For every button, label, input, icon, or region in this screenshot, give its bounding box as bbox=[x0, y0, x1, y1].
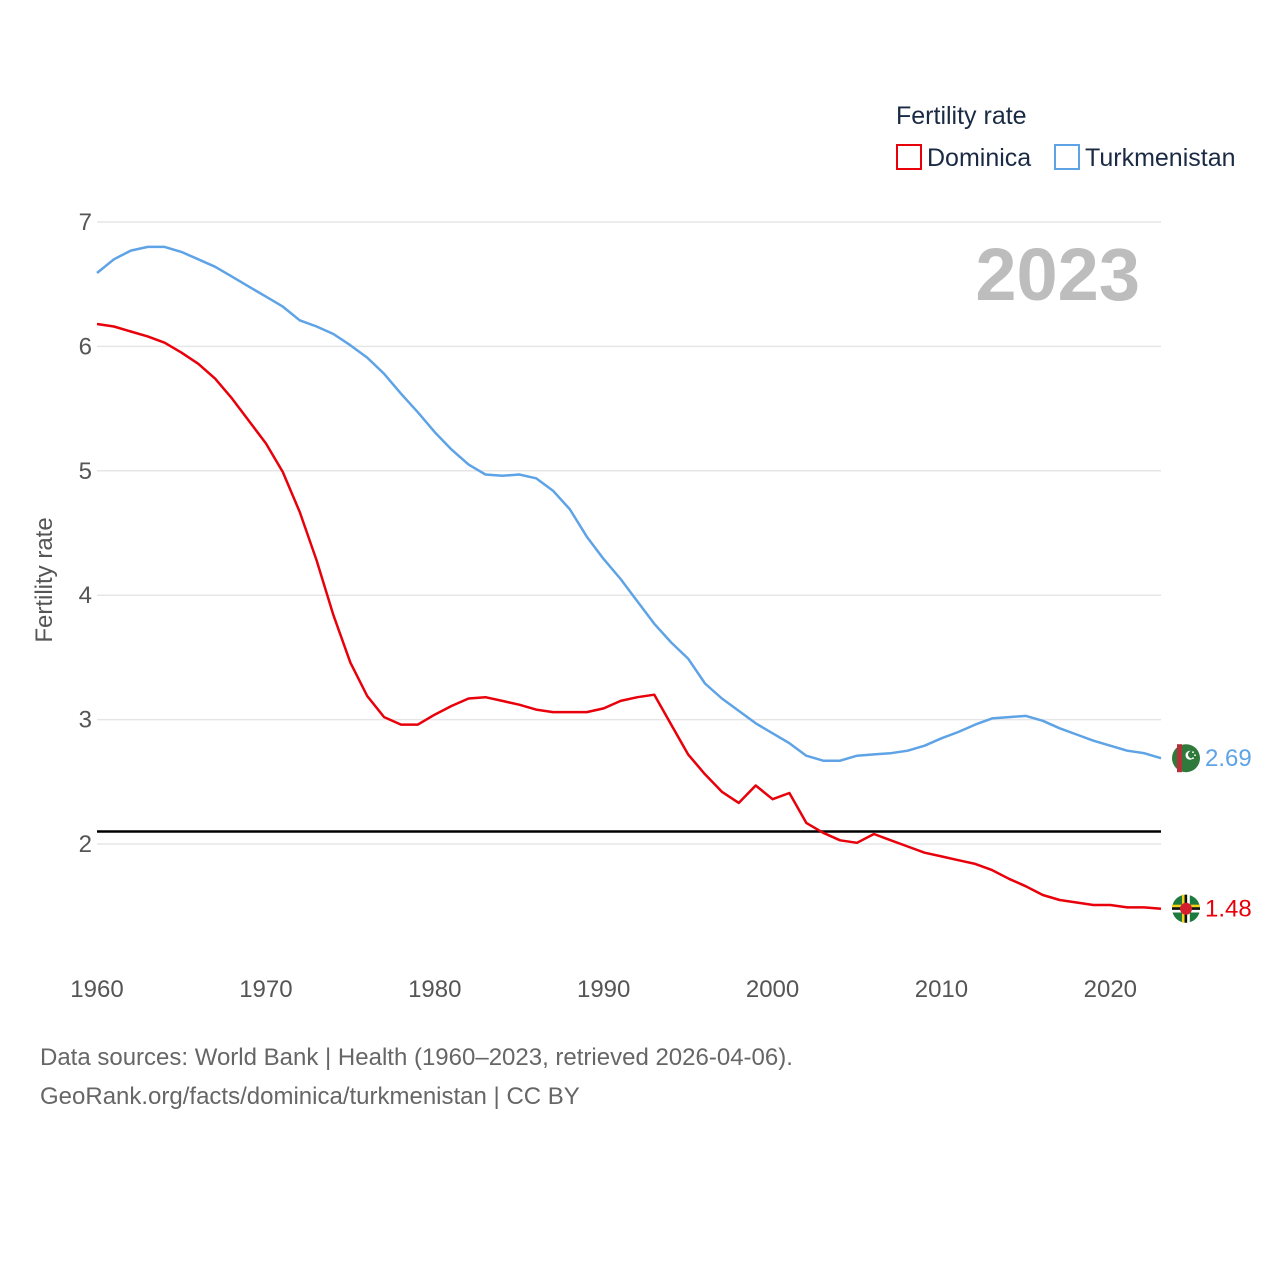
y-tick-label: 3 bbox=[79, 707, 92, 734]
year-stamp: 2023 bbox=[975, 233, 1140, 316]
x-tick-label: 2020 bbox=[1084, 976, 1137, 1003]
x-axis-ticks: 1960 1970 1980 1990 2000 2010 2020 bbox=[70, 976, 1137, 1003]
legend-swatch-dominica[interactable] bbox=[896, 144, 922, 170]
y-tick-label: 6 bbox=[79, 333, 92, 360]
end-label-dominica: 1.48 bbox=[1205, 896, 1252, 923]
dominica-flag-icon bbox=[1172, 894, 1200, 923]
x-tick-label: 1960 bbox=[70, 976, 123, 1003]
grid-lines bbox=[97, 221, 1161, 845]
y-tick-label: 5 bbox=[79, 458, 92, 485]
x-tick-label: 1970 bbox=[239, 976, 292, 1003]
x-tick-label: 2010 bbox=[915, 976, 968, 1003]
x-tick-label: 1990 bbox=[577, 976, 630, 1003]
legend-swatch-turkmenistan[interactable] bbox=[1054, 144, 1080, 170]
legend: Fertility rate Dominica Turkmenistan bbox=[896, 102, 1236, 172]
legend-label-turkmenistan[interactable]: Turkmenistan bbox=[1085, 144, 1236, 172]
y-tick-label: 2 bbox=[79, 831, 92, 858]
legend-title: Fertility rate bbox=[896, 102, 1027, 130]
x-tick-label: 1980 bbox=[408, 976, 461, 1003]
y-axis-title: Fertility rate bbox=[31, 517, 58, 642]
attribution-link[interactable]: GeoRank.org/facts/dominica/turkmenistan … bbox=[40, 1083, 580, 1110]
series-line-dominica bbox=[96, 322, 1162, 910]
turkmenistan-flag-icon bbox=[1172, 744, 1200, 773]
y-tick-label: 4 bbox=[79, 582, 92, 609]
x-tick-label: 2000 bbox=[746, 976, 799, 1003]
series-line-turkmenistan bbox=[96, 245, 1162, 762]
legend-label-dominica[interactable]: Dominica bbox=[927, 144, 1031, 172]
data-sources-note: Data sources: World Bank | Health (1960–… bbox=[40, 1044, 793, 1071]
end-label-turkmenistan: 2.69 bbox=[1205, 745, 1252, 772]
y-tick-label: 7 bbox=[79, 209, 92, 236]
y-axis-ticks: 2 3 4 5 6 7 bbox=[79, 209, 92, 858]
